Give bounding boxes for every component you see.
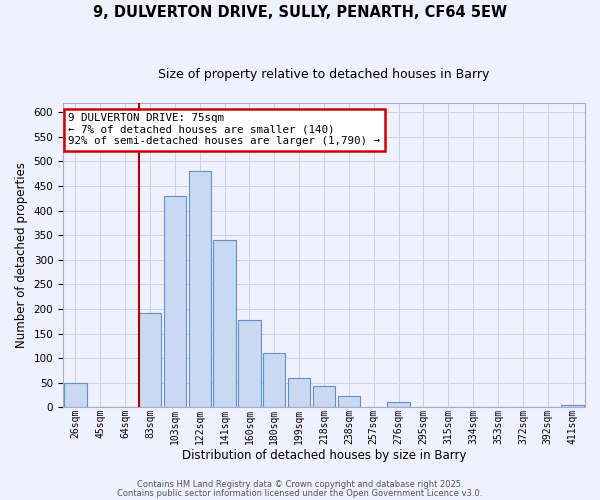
Bar: [238, 320, 260, 408]
X-axis label: Distribution of detached houses by size in Barry: Distribution of detached houses by size …: [182, 450, 466, 462]
Text: 9 DULVERTON DRIVE: 75sqm
← 7% of detached houses are smaller (140)
92% of semi-d: 9 DULVERTON DRIVE: 75sqm ← 7% of detache…: [68, 113, 380, 146]
Text: Contains public sector information licensed under the Open Government Licence v3: Contains public sector information licen…: [118, 489, 482, 498]
Bar: [562, 405, 584, 407]
Bar: [214, 240, 236, 408]
Bar: [139, 313, 161, 408]
Bar: [388, 402, 410, 407]
Bar: [188, 172, 211, 408]
Text: 9, DULVERTON DRIVE, SULLY, PENARTH, CF64 5EW: 9, DULVERTON DRIVE, SULLY, PENARTH, CF64…: [93, 5, 507, 20]
Y-axis label: Number of detached properties: Number of detached properties: [15, 162, 28, 348]
Text: Contains HM Land Registry data © Crown copyright and database right 2025.: Contains HM Land Registry data © Crown c…: [137, 480, 463, 489]
Bar: [64, 382, 86, 407]
Bar: [313, 386, 335, 407]
Bar: [263, 353, 286, 408]
Title: Size of property relative to detached houses in Barry: Size of property relative to detached ho…: [158, 68, 490, 80]
Bar: [164, 196, 186, 408]
Bar: [288, 378, 310, 408]
Bar: [338, 396, 360, 407]
